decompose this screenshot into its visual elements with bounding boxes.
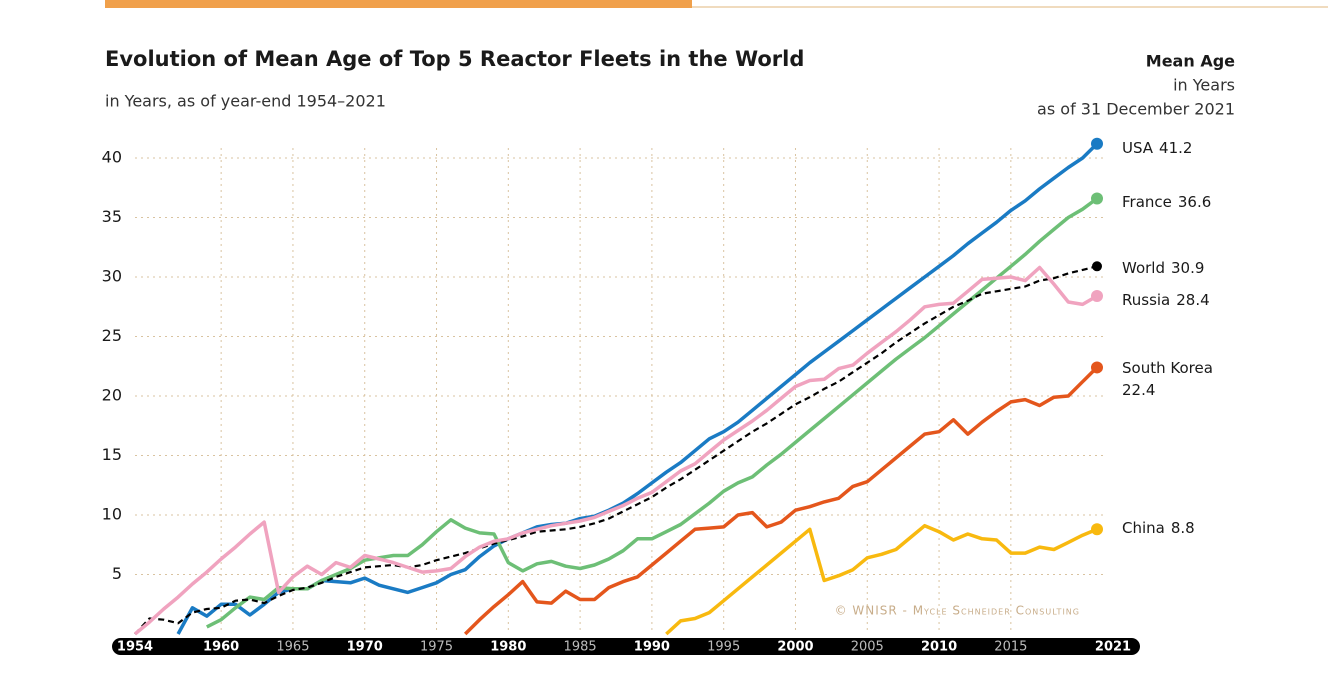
- y-tick-label: 35: [102, 207, 122, 226]
- series-line: [665, 523, 1098, 636]
- x-tick-label: 1960: [203, 640, 239, 655]
- series-label: Russia 28.4: [1122, 291, 1210, 309]
- series-name: World: [1122, 259, 1165, 277]
- x-tick-label: 1980: [490, 640, 526, 655]
- end-dot: [1092, 261, 1102, 272]
- end-dot: [1091, 137, 1103, 150]
- x-tick-label: 1995: [707, 640, 740, 655]
- y-tick-label: 30: [102, 267, 122, 286]
- series-label: USA 41.2: [1122, 139, 1192, 157]
- x-tick-label: 2005: [851, 640, 884, 655]
- x-tick-label: 1975: [420, 640, 453, 655]
- series-line: [176, 142, 1099, 635]
- side-subtitle: as of 31 December 2021: [1037, 100, 1235, 119]
- series-value: 30.9: [1171, 259, 1204, 277]
- x-tick-label: 1970: [347, 640, 383, 655]
- y-tick-label: 15: [102, 445, 122, 464]
- y-tick-label: 20: [102, 386, 122, 405]
- series-line: [463, 366, 1099, 636]
- series-value: 41.2: [1159, 139, 1192, 157]
- y-tick-label: 25: [102, 326, 122, 345]
- y-tick-label: 5: [112, 564, 122, 583]
- series-name: South Korea: [1122, 359, 1213, 377]
- end-dot: [1091, 361, 1103, 374]
- series-name: USA: [1122, 139, 1154, 157]
- series-name: China: [1122, 519, 1165, 537]
- series-name: Russia: [1122, 291, 1170, 309]
- series-label: World 30.9: [1122, 259, 1204, 277]
- series-label: France 36.6: [1122, 193, 1211, 211]
- side-title: Mean Age: [1146, 52, 1235, 71]
- x-axis-bar: [112, 638, 1140, 655]
- series-line: [134, 265, 1098, 635]
- y-tick-label: 40: [102, 148, 122, 167]
- series-value: 8.8: [1171, 519, 1195, 537]
- x-tick-label: 1954: [117, 640, 153, 655]
- x-tick-label: 2000: [777, 640, 813, 655]
- series-line: [133, 265, 1098, 636]
- chart-title: Evolution of Mean Age of Top 5 Reactor F…: [105, 47, 804, 71]
- x-tick-label: 1990: [634, 640, 670, 655]
- y-tick-label: 10: [102, 505, 122, 524]
- x-tick-label: 2015: [994, 640, 1027, 655]
- series-label: China 8.8: [1122, 519, 1195, 537]
- series-label: South Korea 22.4: [1122, 359, 1213, 399]
- header-bar: [105, 0, 692, 8]
- series-value: 28.4: [1176, 291, 1209, 309]
- x-tick-label: 1965: [276, 640, 309, 655]
- x-tick-label: 1985: [564, 640, 597, 655]
- series-value: 36.6: [1178, 193, 1211, 211]
- side-subtitle: in Years: [1173, 76, 1235, 95]
- x-tick-label: 2021: [1095, 640, 1131, 655]
- series-value: 22.4: [1122, 381, 1155, 399]
- series-line: [206, 197, 1099, 629]
- end-dot: [1091, 523, 1103, 536]
- chart-subtitle: in Years, as of year-end 1954–2021: [105, 92, 386, 111]
- credit: © WNISR - Mycle Schneider Consulting: [835, 604, 1080, 618]
- end-dot: [1091, 290, 1103, 303]
- x-tick-label: 2010: [921, 640, 957, 655]
- series-name: France: [1122, 193, 1172, 211]
- end-dot: [1091, 192, 1103, 205]
